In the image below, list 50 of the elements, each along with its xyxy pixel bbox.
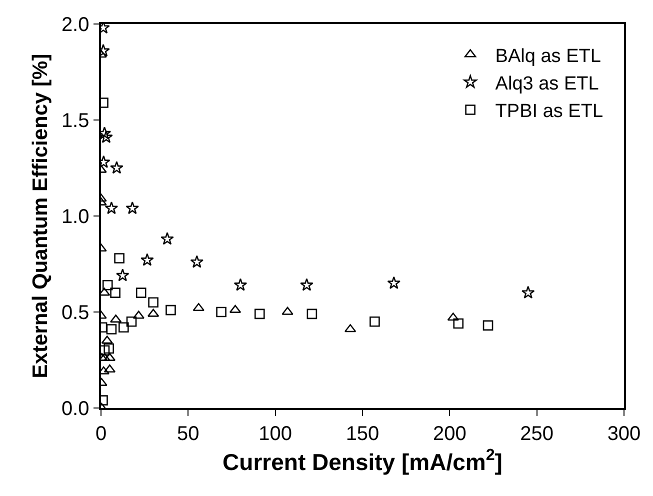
y-axis-title: External Quantum Efficiency [%]: [29, 54, 52, 378]
point: [254, 308, 265, 320]
y-tick-label: 1.5: [61, 110, 90, 132]
point: [300, 278, 314, 291]
legend-label: BAlq as ETL: [495, 46, 601, 67]
point: [101, 336, 113, 344]
point: [190, 255, 204, 268]
point: [306, 308, 318, 320]
point: [140, 253, 154, 266]
point: [126, 201, 140, 214]
point: [370, 316, 380, 327]
point: [482, 320, 494, 331]
point: [126, 316, 137, 327]
point: [160, 232, 174, 245]
point: [136, 288, 146, 298]
y-tick-label: 0.0: [61, 398, 90, 420]
x-tick-label: 150: [346, 422, 380, 445]
point: [521, 286, 535, 299]
y-tick-label: 2.0: [61, 14, 90, 36]
x-tick-label: 100: [258, 422, 292, 445]
x-tick-label: 50: [177, 422, 200, 445]
point: [110, 161, 124, 174]
legend-label: Alq3 as ETL: [495, 73, 599, 94]
point: [166, 304, 176, 316]
point: [447, 312, 459, 321]
x-tick-label: 300: [607, 422, 641, 445]
point: [101, 130, 113, 144]
point: [116, 268, 130, 282]
point: [110, 288, 120, 298]
y-tick-label: 1.0: [61, 206, 90, 228]
point: [453, 318, 464, 329]
x-tick-label: 250: [520, 422, 554, 445]
point: [192, 303, 204, 312]
point: [101, 288, 110, 296]
x-tick-label: 200: [432, 422, 466, 445]
point: [148, 297, 158, 308]
point: [282, 306, 294, 315]
point: [216, 306, 226, 318]
point: [104, 201, 118, 214]
point: [102, 280, 113, 290]
point: [104, 343, 114, 354]
point: [106, 324, 117, 334]
legend-label: TPBI as ETL: [495, 101, 604, 122]
point: [387, 276, 401, 289]
y-tick-label: 0.5: [61, 302, 90, 324]
x-tick-label: 0: [95, 422, 107, 445]
point: [118, 322, 129, 333]
point: [114, 253, 124, 264]
point: [234, 278, 248, 291]
x-axis-title: Current Density [mA/cm$^{2}$]: [222, 446, 502, 475]
